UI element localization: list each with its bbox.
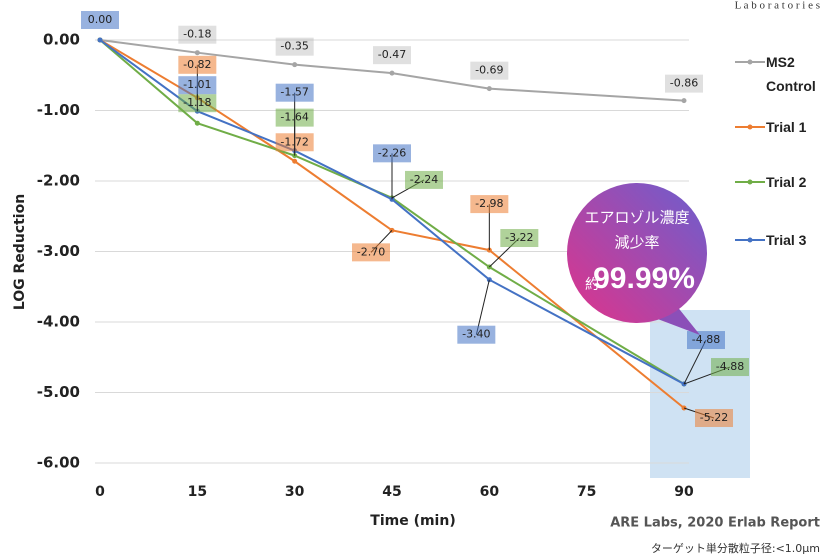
value-label: -3.40	[462, 328, 490, 341]
bubble-text: エアロゾル濃度	[584, 209, 689, 227]
label-box	[470, 61, 509, 80]
legend-label: MS2 Control	[766, 54, 816, 94]
value-label: -1.57	[280, 86, 308, 99]
label-box	[275, 37, 314, 56]
x-tick-label: 45	[382, 484, 401, 500]
point	[681, 98, 687, 104]
value-label: -2.98	[475, 197, 503, 210]
x-tick-label: 75	[577, 484, 596, 500]
value-label: -5.22	[700, 411, 728, 424]
bubble-prefix: 約	[585, 277, 599, 293]
value-label: -4.88	[716, 360, 744, 373]
legend-label: Trial 3	[766, 232, 807, 248]
value-label: -2.70	[357, 245, 385, 258]
point	[194, 120, 200, 126]
value-label: -0.35	[280, 40, 308, 53]
x-tick-label: 60	[480, 484, 500, 500]
legend-marker	[747, 124, 753, 130]
label-box	[405, 170, 443, 189]
label-box	[178, 25, 217, 44]
legend-label: Trial 2	[766, 174, 807, 190]
legend-marker	[747, 59, 753, 65]
point	[97, 37, 103, 43]
label-box	[178, 76, 217, 95]
x-tick-label: 30	[285, 484, 305, 500]
point	[486, 86, 492, 92]
y-tick-label: -1.00	[37, 101, 80, 119]
value-label: -0.82	[183, 58, 211, 71]
label-box	[500, 229, 539, 248]
source: ARE Labs, 2020 Erlab Report	[610, 516, 820, 531]
point	[194, 50, 200, 56]
value-label: -2.24	[410, 173, 438, 186]
legend-marker	[747, 237, 753, 243]
value-label: -3.22	[505, 231, 533, 244]
y-tick-label: 0.00	[43, 31, 80, 49]
label-box	[470, 195, 509, 214]
label-box	[275, 83, 314, 102]
y-tick-label: -2.00	[37, 172, 80, 190]
value-label: -0.47	[378, 48, 406, 61]
value-label: 0.00	[88, 13, 113, 26]
label-box	[81, 11, 119, 29]
y-axis-title: LOG Reduction	[12, 194, 28, 310]
x-tick-label: 0	[95, 484, 105, 500]
value-label: -0.18	[183, 28, 211, 41]
watermark: L a b o r a t o r i e s	[735, 0, 820, 12]
value-label: -4.88	[692, 333, 720, 346]
bubble: エアロゾル濃度 減少率 約 99.99%	[567, 183, 707, 335]
label-box	[711, 358, 749, 377]
x-tick-label: 15	[188, 484, 207, 500]
y-tick-label: -3.00	[37, 242, 80, 260]
label-box	[687, 331, 725, 350]
point	[389, 70, 395, 76]
label-box	[178, 55, 217, 74]
series-line	[99, 39, 685, 102]
value-label: -1.01	[183, 78, 211, 91]
bubble-value: 99.99%	[593, 262, 695, 295]
y-tick-label: -6.00	[37, 454, 80, 472]
label-box	[665, 74, 703, 93]
label-box	[352, 243, 390, 262]
legend-label: Trial 1	[766, 119, 807, 135]
value-label: -2.26	[378, 146, 406, 159]
label-box	[373, 144, 411, 163]
bubble-circle	[567, 183, 707, 323]
y-tick-label: -4.00	[37, 313, 80, 331]
note: ターゲット単分散粒子径:<1.0μm	[651, 541, 820, 555]
value-label: -0.86	[670, 77, 698, 90]
label-box	[695, 409, 733, 428]
x-axis-title: Time (min)	[370, 513, 455, 529]
point	[292, 158, 298, 164]
x-tick-label: 90	[674, 484, 694, 500]
y-tick-label: -5.00	[37, 383, 80, 401]
bubble-text: 減少率	[614, 234, 659, 252]
label-box	[373, 46, 411, 65]
label-box	[457, 325, 496, 344]
legend-marker	[747, 179, 753, 185]
leader-line	[475, 279, 490, 335]
point	[292, 62, 298, 68]
value-label: -0.69	[475, 64, 503, 77]
